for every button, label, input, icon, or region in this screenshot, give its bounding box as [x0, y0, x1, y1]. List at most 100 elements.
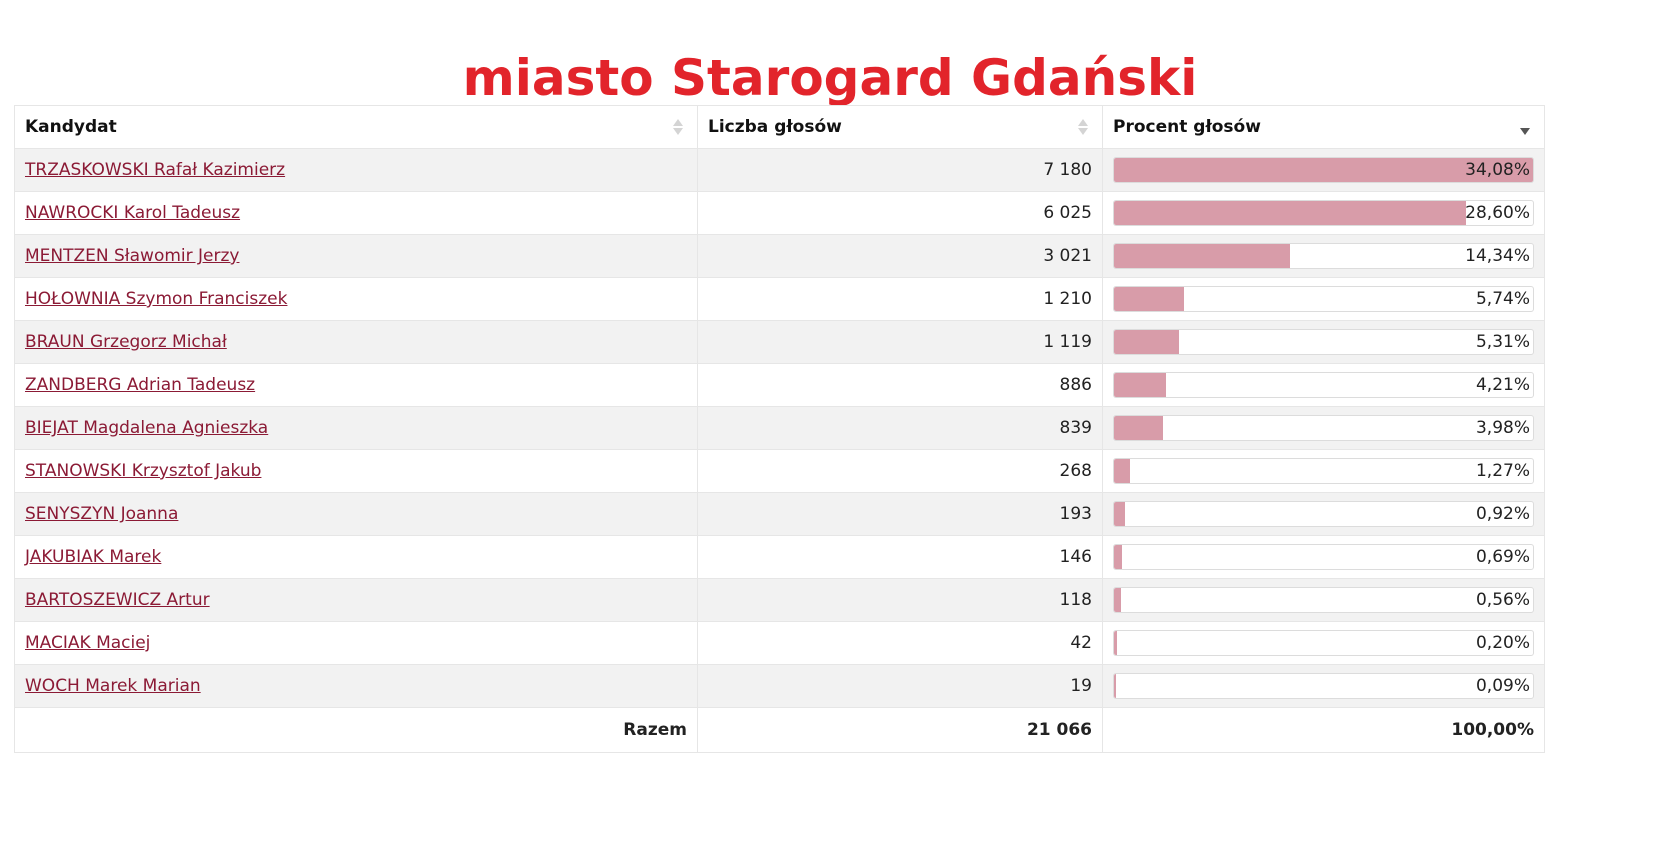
percent-bar: 5,31%	[1113, 329, 1534, 355]
table-row: SENYSZYN Joanna 193 0,92%	[14, 492, 1545, 536]
table-row: WOCH Marek Marian 19 0,09%	[14, 664, 1545, 708]
percent-label: 5,31%	[1475, 332, 1530, 352]
total-percent: 100,00%	[1102, 707, 1545, 753]
percent-label: 5,74%	[1475, 289, 1530, 309]
sort-arrows-icon[interactable]	[673, 117, 683, 137]
percent-cell: 5,74%	[1102, 277, 1545, 321]
percent-label: 1,27%	[1475, 461, 1530, 481]
percent-bar-fill	[1114, 201, 1466, 225]
candidate-cell: BARTOSZEWICZ Artur	[14, 578, 698, 622]
candidate-link[interactable]: JAKUBIAK Marek	[25, 547, 162, 567]
candidate-link[interactable]: HOŁOWNIA Szymon Franciszek	[25, 289, 288, 309]
percent-bar: 3,98%	[1113, 415, 1534, 441]
table-row: BARTOSZEWICZ Artur 118 0,56%	[14, 578, 1545, 622]
percent-bar-fill	[1114, 416, 1164, 440]
header-votes[interactable]: Liczba głosów	[697, 105, 1103, 149]
percent-bar: 4,21%	[1113, 372, 1534, 398]
candidate-link[interactable]: WOCH Marek Marian	[25, 676, 201, 696]
total-votes: 21 066	[697, 707, 1103, 753]
votes-cell: 3 021	[697, 234, 1103, 278]
votes-cell: 6 025	[697, 191, 1103, 235]
percent-cell: 1,27%	[1102, 449, 1545, 493]
percent-bar: 0,92%	[1113, 501, 1534, 527]
percent-bar-fill	[1114, 244, 1291, 268]
results-table: Kandydat Liczba głosów Procent głosów TR…	[14, 105, 1545, 753]
table-row: BRAUN Grzegorz Michał 1 119 5,31%	[14, 320, 1545, 364]
percent-cell: 14,34%	[1102, 234, 1545, 278]
candidate-link[interactable]: BRAUN Grzegorz Michał	[25, 332, 227, 352]
header-percent-label: Procent głosów	[1113, 117, 1261, 137]
candidate-link[interactable]: BIEJAT Magdalena Agnieszka	[25, 418, 269, 438]
candidate-link[interactable]: TRZASKOWSKI Rafał Kazimierz	[25, 160, 286, 180]
header-candidate[interactable]: Kandydat	[14, 105, 698, 149]
votes-cell: 1 210	[697, 277, 1103, 321]
percent-label: 34,08%	[1465, 160, 1530, 180]
candidate-cell: HOŁOWNIA Szymon Franciszek	[14, 277, 698, 321]
candidate-cell: ZANDBERG Adrian Tadeusz	[14, 363, 698, 407]
candidate-cell: BRAUN Grzegorz Michał	[14, 320, 698, 364]
table-header-row: Kandydat Liczba głosów Procent głosów	[14, 105, 1545, 149]
votes-cell: 146	[697, 535, 1103, 579]
percent-bar: 1,27%	[1113, 458, 1534, 484]
votes-cell: 268	[697, 449, 1103, 493]
table-row: HOŁOWNIA Szymon Franciszek 1 210 5,74%	[14, 277, 1545, 321]
candidate-link[interactable]: MACIAK Maciej	[25, 633, 151, 653]
percent-label: 4,21%	[1475, 375, 1530, 395]
candidate-cell: SENYSZYN Joanna	[14, 492, 698, 536]
percent-label: 28,60%	[1465, 203, 1530, 223]
candidate-cell: MACIAK Maciej	[14, 621, 698, 665]
percent-bar: 28,60%	[1113, 200, 1534, 226]
percent-label: 0,09%	[1475, 676, 1530, 696]
percent-cell: 0,56%	[1102, 578, 1545, 622]
percent-cell: 0,92%	[1102, 492, 1545, 536]
candidate-cell: WOCH Marek Marian	[14, 664, 698, 708]
candidate-link[interactable]: SENYSZYN Joanna	[25, 504, 179, 524]
votes-cell: 839	[697, 406, 1103, 450]
header-percent[interactable]: Procent głosów	[1102, 105, 1545, 149]
table-row: MENTZEN Sławomir Jerzy 3 021 14,34%	[14, 234, 1545, 278]
sort-descending-icon[interactable]	[1520, 117, 1530, 137]
total-label: Razem	[14, 707, 698, 753]
percent-cell: 0,09%	[1102, 664, 1545, 708]
percent-cell: 0,69%	[1102, 535, 1545, 579]
table-row: MACIAK Maciej 42 0,20%	[14, 621, 1545, 665]
page-title: miasto Starogard Gdański	[462, 49, 1198, 107]
candidate-link[interactable]: MENTZEN Sławomir Jerzy	[25, 246, 240, 266]
percent-bar: 14,34%	[1113, 243, 1534, 269]
percent-label: 0,92%	[1475, 504, 1530, 524]
header-votes-label: Liczba głosów	[708, 117, 842, 137]
candidate-cell: MENTZEN Sławomir Jerzy	[14, 234, 698, 278]
candidate-cell: STANOWSKI Krzysztof Jakub	[14, 449, 698, 493]
percent-cell: 28,60%	[1102, 191, 1545, 235]
percent-bar-fill	[1114, 502, 1126, 526]
percent-cell: 34,08%	[1102, 148, 1545, 192]
percent-label: 0,56%	[1475, 590, 1530, 610]
percent-bar: 0,56%	[1113, 587, 1534, 613]
percent-label: 14,34%	[1465, 246, 1530, 266]
votes-cell: 19	[697, 664, 1103, 708]
candidate-link[interactable]: STANOWSKI Krzysztof Jakub	[25, 461, 262, 481]
candidate-cell: NAWROCKI Karol Tadeusz	[14, 191, 698, 235]
table-row: ZANDBERG Adrian Tadeusz 886 4,21%	[14, 363, 1545, 407]
votes-cell: 193	[697, 492, 1103, 536]
candidate-link[interactable]: ZANDBERG Adrian Tadeusz	[25, 375, 256, 395]
percent-label: 0,20%	[1475, 633, 1530, 653]
percent-bar-fill	[1114, 545, 1123, 569]
candidate-link[interactable]: BARTOSZEWICZ Artur	[25, 590, 210, 610]
table-body: TRZASKOWSKI Rafał Kazimierz 7 180 34,08% NA…	[14, 148, 1545, 708]
candidate-cell: BIEJAT Magdalena Agnieszka	[14, 406, 698, 450]
percent-bar-fill	[1114, 459, 1130, 483]
total-row: Razem 21 066 100,00%	[14, 707, 1545, 753]
percent-bar: 0,20%	[1113, 630, 1534, 656]
percent-bar: 0,69%	[1113, 544, 1534, 570]
votes-cell: 118	[697, 578, 1103, 622]
percent-label: 3,98%	[1475, 418, 1530, 438]
percent-bar-fill	[1114, 588, 1121, 612]
table-row: NAWROCKI Karol Tadeusz 6 025 28,60%	[14, 191, 1545, 235]
sort-arrows-icon[interactable]	[1078, 117, 1088, 137]
percent-bar-fill	[1114, 330, 1180, 354]
candidate-link[interactable]: NAWROCKI Karol Tadeusz	[25, 203, 241, 223]
percent-cell: 5,31%	[1102, 320, 1545, 364]
votes-cell: 886	[697, 363, 1103, 407]
